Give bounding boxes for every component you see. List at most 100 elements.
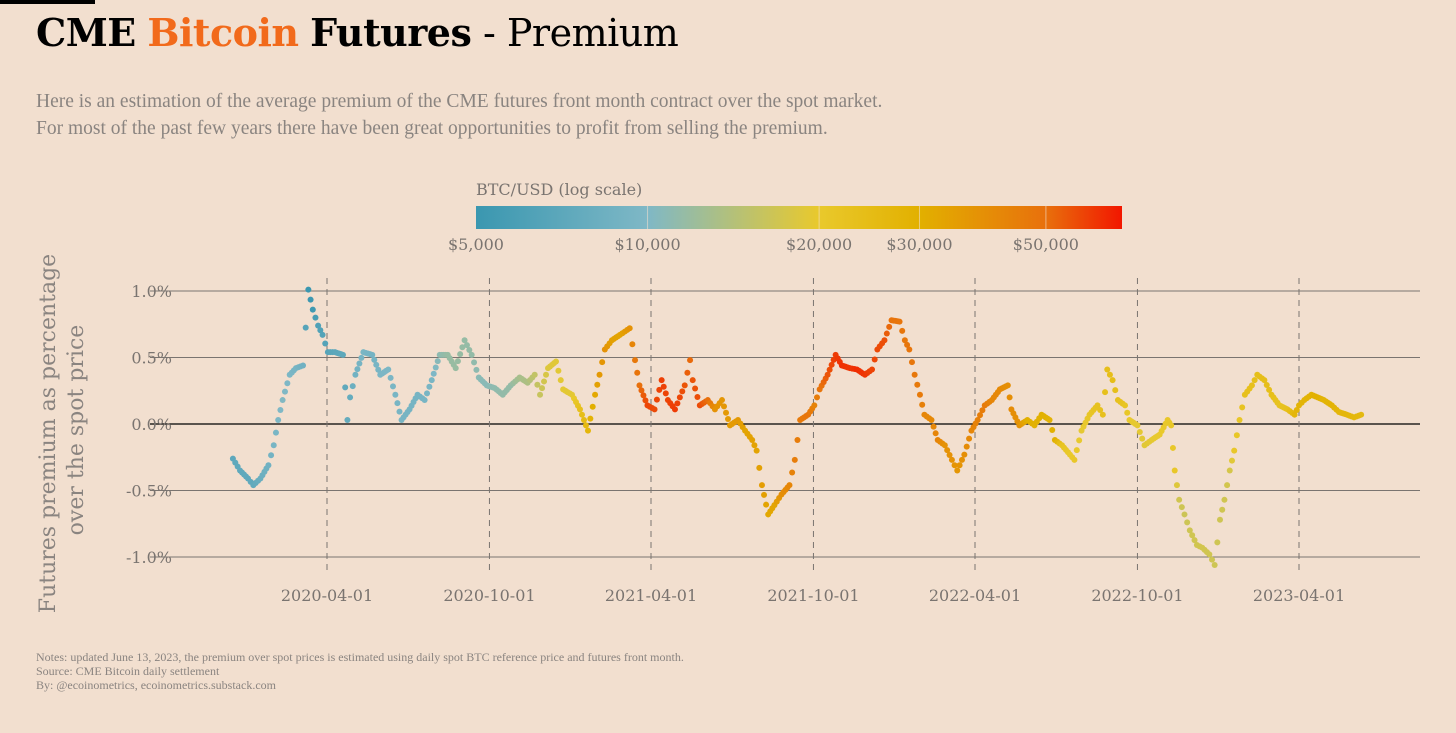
data-point: [555, 367, 562, 374]
data-point: [1094, 402, 1101, 409]
data-point: [919, 401, 926, 408]
x-tick-label: 2023-04-01: [1253, 586, 1345, 605]
data-point: [599, 359, 606, 366]
title-bitcoin: Bitcoin: [147, 10, 299, 55]
data-point: [636, 382, 643, 389]
data-point: [272, 429, 279, 436]
data-point: [679, 388, 686, 395]
data-point: [1173, 482, 1180, 489]
data-point: [284, 380, 291, 387]
data-point: [1097, 407, 1104, 414]
data-point: [1248, 382, 1255, 389]
data-point: [1006, 394, 1013, 401]
color-legend-tick-label: $50,000: [1013, 235, 1079, 254]
data-point: [302, 324, 309, 331]
data-point: [948, 456, 955, 463]
data-point: [539, 385, 546, 392]
data-point: [1134, 422, 1141, 429]
top-accent-bar: [0, 0, 95, 4]
data-point: [557, 377, 564, 384]
data-point: [676, 394, 683, 401]
data-point: [319, 331, 326, 338]
subtitle-line: Here is an estimation of the average pre…: [36, 91, 883, 112]
data-point: [813, 394, 820, 401]
data-point: [758, 482, 765, 489]
data-point: [541, 378, 548, 385]
data-point: [315, 322, 322, 329]
data-point: [904, 341, 911, 348]
data-point: [349, 383, 356, 390]
data-point: [268, 452, 275, 459]
data-point: [869, 366, 876, 373]
data-point: [281, 388, 288, 395]
title-futures: Futures: [310, 10, 472, 55]
data-point: [1236, 417, 1243, 424]
data-point: [763, 501, 770, 508]
data-point: [584, 427, 591, 434]
data-point: [543, 371, 550, 378]
data-point: [640, 392, 647, 399]
y-axis-label-line1: Futures premium as percentage: [36, 254, 61, 613]
data-point: [356, 360, 363, 367]
notes: Notes: updated June 13, 2023, the premiu…: [36, 650, 684, 692]
data-point: [1239, 404, 1246, 411]
data-point: [1176, 496, 1183, 503]
data-point: [1171, 467, 1178, 474]
data-point: [468, 351, 475, 358]
data-point: [638, 387, 645, 394]
notes-line: Notes: updated June 13, 2023, the premiu…: [36, 650, 684, 664]
data-point: [428, 377, 435, 384]
data-point: [906, 346, 913, 353]
data-point: [951, 462, 958, 469]
data-point: [339, 351, 346, 358]
data-point: [473, 366, 480, 373]
color-legend-tick-label: $30,000: [886, 235, 952, 254]
data-point: [901, 337, 908, 344]
data-point: [653, 396, 660, 403]
data-point: [944, 447, 951, 454]
data-point: [719, 397, 726, 404]
data-point: [270, 442, 277, 449]
data-point: [656, 386, 663, 393]
data-point: [941, 442, 948, 449]
data-point: [871, 356, 878, 363]
data-point: [689, 377, 696, 384]
data-point: [651, 406, 658, 413]
y-tick-label: 0.5%: [131, 349, 172, 368]
data-point: [1216, 516, 1223, 523]
data-point: [587, 415, 594, 422]
data-point: [589, 403, 596, 410]
data-point: [1112, 387, 1119, 394]
y-tick-label: -1.0%: [126, 548, 172, 567]
y-tick-label: 1.0%: [131, 282, 172, 301]
data-point: [1214, 539, 1221, 546]
data-point: [392, 391, 399, 398]
data-point: [1191, 537, 1198, 544]
y-axis-label: Futures premium as percentage over the s…: [36, 247, 89, 613]
data-point: [553, 358, 560, 365]
data-point: [1224, 482, 1231, 489]
data-point: [369, 351, 376, 358]
data-point: [1178, 504, 1185, 511]
x-tick-label: 2021-10-01: [767, 586, 859, 605]
data-point: [576, 406, 583, 413]
data-point: [371, 356, 378, 363]
data-point: [375, 366, 382, 373]
data-point: [811, 402, 818, 409]
data-point: [954, 467, 961, 474]
data-point: [753, 447, 760, 454]
data-point: [794, 436, 801, 443]
data-point: [1291, 411, 1298, 418]
data-point: [791, 456, 798, 463]
data-point: [322, 340, 329, 347]
x-tick-label: 2020-04-01: [281, 586, 373, 605]
data-point: [1221, 496, 1228, 503]
data-point: [629, 341, 636, 348]
data-point: [537, 391, 544, 398]
data-point: [466, 346, 473, 353]
data-point: [660, 383, 667, 390]
data-point: [1211, 561, 1218, 568]
data-point: [692, 385, 699, 392]
data-point: [424, 390, 431, 397]
data-point: [756, 464, 763, 471]
